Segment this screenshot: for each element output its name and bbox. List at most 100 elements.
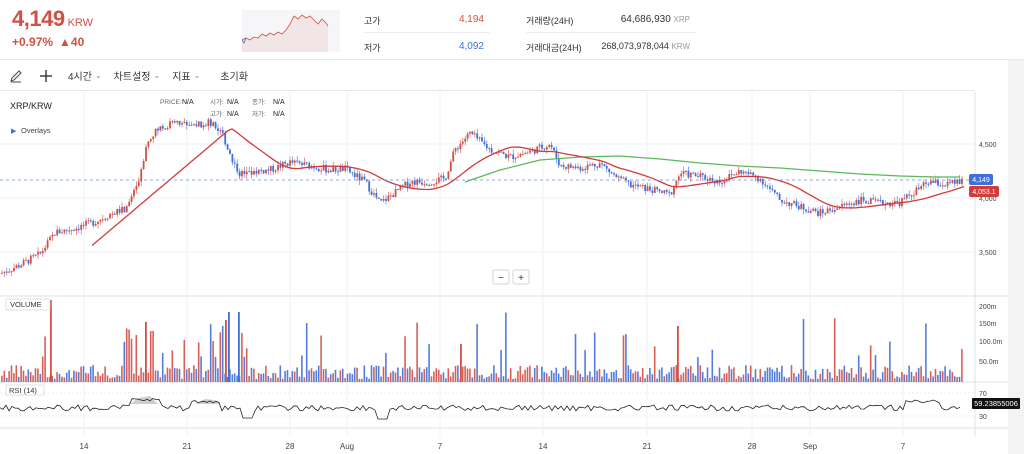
time-tick-label: 28 — [286, 442, 295, 451]
rsi-axis: 70 30 — [0, 391, 987, 421]
stat-divider — [364, 32, 490, 33]
volume-stat: 거래량(24H) 64,686,930 XRP — [526, 14, 690, 27]
rsi-panel-label: RSI (14) — [5, 384, 45, 396]
svg-text:+: + — [518, 273, 524, 284]
chevron-down-icon: ⌄ — [153, 71, 161, 80]
reset-button[interactable]: 초기화 — [220, 68, 248, 83]
rsi-value-tag: 59.23855006 — [972, 398, 1020, 409]
ohlc-value: N/A — [273, 111, 285, 118]
volume-panel-label: VOLUME — [5, 298, 51, 311]
time-tick-label: 21 — [183, 442, 192, 451]
zoom-out-button[interactable]: − — [492, 269, 510, 285]
time-axis: 14 21 28 Aug 7 14 21 28 Sep 7 — [80, 442, 906, 451]
mini-price-chart — [242, 10, 340, 52]
stat-divider — [526, 32, 696, 33]
pencil-icon[interactable] — [4, 64, 28, 88]
triangle-right-icon: ▶ — [11, 128, 17, 135]
svg-text:RSI (14): RSI (14) — [9, 386, 37, 395]
time-tick-label: 28 — [748, 442, 757, 451]
volume-bars — [1, 300, 963, 382]
svg-text:−: − — [498, 273, 504, 284]
amount-value: 268,073,978,044 — [601, 41, 669, 51]
amount-stat: 거래대금(24H) 268,073,978,044 KRW — [526, 41, 690, 54]
low-label: 저가 — [364, 43, 381, 53]
high-value: 4,194 — [458, 14, 484, 25]
high-label: 고가 — [364, 16, 381, 26]
volume-value: 64,686,930 — [620, 14, 671, 25]
chart-area[interactable]: XRP/KRW ▶ Overlays PRICE: N/A 시가: N/A 종가: N/A… — [0, 92, 1024, 454]
volume-tick-label: 200m — [979, 304, 997, 311]
high-stat: 고가 4,194 — [364, 14, 484, 27]
volume-unit: XRP — [673, 15, 690, 24]
chevron-down-icon: ⌄ — [94, 71, 102, 80]
rsi-tick-label: 30 — [979, 414, 987, 421]
time-tick-label: Aug — [340, 442, 354, 451]
long-moving-average-line — [464, 155, 960, 183]
right-scrollbar[interactable] — [1008, 60, 1024, 454]
svg-text:59.23855006: 59.23855006 — [974, 399, 1018, 408]
reset-label: 초기화 — [220, 72, 248, 83]
chart-toolbar: 4시간 ⌄ 차트설정 ⌄ 지표 ⌄ 초기화 — [0, 61, 975, 91]
price-unit: KRW — [67, 17, 94, 29]
current-price-tag: 4,149 — [969, 174, 993, 185]
chart-grid — [0, 92, 975, 436]
change-amount: ▲40 — [59, 35, 85, 49]
svg-text:4,149: 4,149 — [972, 177, 990, 184]
volume-tick-label: 100.0m — [979, 339, 1003, 346]
plus-icon[interactable] — [34, 64, 58, 88]
rsi-overbought-fill — [130, 396, 220, 404]
ohlc-value: N/A — [227, 111, 239, 118]
change-percent: +0.97% — [12, 35, 54, 49]
volume-label: 거래량(24H) — [526, 16, 574, 26]
price-tick-label: 4,500 — [979, 142, 997, 149]
ohlc-label: 종가: — [252, 97, 266, 106]
symbol-label: XRP/KRW — [10, 101, 52, 111]
volume-axis: 200m 150m 100.0m 50.0m — [979, 304, 1003, 366]
low-stat: 저가 4,092 — [364, 41, 484, 54]
ohlc-label: 시가: — [210, 97, 224, 106]
price-tick-label: 3,500 — [979, 250, 997, 257]
price-block: 4,149 KRW +0.97% ▲40 — [12, 6, 93, 49]
chevron-down-icon: ⌄ — [193, 71, 201, 80]
price-axis: 4,500 4,000 3,500 — [979, 142, 997, 257]
rsi-line — [0, 397, 961, 420]
ohlc-value: N/A — [227, 99, 239, 106]
ohlc-value: N/A — [273, 99, 285, 106]
overlays-toggle[interactable]: ▶ Overlays — [11, 126, 51, 135]
time-tick-label: 14 — [80, 442, 89, 451]
candlesticks — [1, 117, 963, 278]
ohlc-label: 고가: — [210, 109, 224, 118]
current-price: 4,149 — [12, 6, 65, 31]
chart-settings-label: 차트설정 — [113, 72, 151, 83]
svg-text:4,053.1: 4,053.1 — [972, 189, 995, 196]
price-chart[interactable]: XRP/KRW ▶ Overlays PRICE: N/A 시가: N/A 종가: N/A… — [0, 92, 1024, 454]
ohlc-label: PRICE: — [160, 99, 182, 106]
ohlc-label: 저가: — [252, 109, 266, 118]
indicators-label: 지표 — [172, 72, 191, 83]
price-tick-label: 4,000 — [979, 196, 997, 203]
overlays-label: Overlays — [21, 126, 51, 135]
short-moving-average-line — [91, 128, 965, 246]
svg-text:VOLUME: VOLUME — [10, 300, 42, 309]
interval-select[interactable]: 4시간 ⌄ — [68, 68, 102, 83]
time-tick-label: 21 — [643, 442, 652, 451]
chart-settings-button[interactable]: 차트설정 ⌄ — [114, 68, 161, 83]
amount-label: 거래대금(24H) — [526, 43, 582, 53]
ohlc-legend: PRICE: N/A 시가: N/A 종가: N/A고가: N/A 저가: N/A — [160, 97, 285, 118]
amount-unit: KRW — [671, 42, 690, 51]
moving-average-tag: 4,053.1 — [969, 186, 999, 197]
volume-tick-label: 150m — [979, 321, 997, 328]
interval-label: 4시간 — [68, 72, 92, 83]
time-tick-label: 7 — [901, 442, 906, 451]
ohlc-value: N/A — [182, 99, 194, 106]
volume-tick-label: 50.0m — [979, 359, 999, 366]
rsi-tick-label: 70 — [979, 391, 987, 398]
svg-text:XRP/KRW: XRP/KRW — [10, 101, 52, 111]
time-tick-label: 7 — [438, 442, 443, 451]
low-value: 4,092 — [458, 41, 484, 52]
indicators-button[interactable]: 지표 ⌄ — [172, 68, 200, 83]
zoom-in-button[interactable]: + — [512, 269, 530, 285]
time-tick-label: Sep — [803, 442, 818, 451]
ticker-header: 4,149 KRW +0.97% ▲40 고가 4,194 저가 4,092 거… — [0, 0, 1024, 60]
time-tick-label: 14 — [539, 442, 548, 451]
